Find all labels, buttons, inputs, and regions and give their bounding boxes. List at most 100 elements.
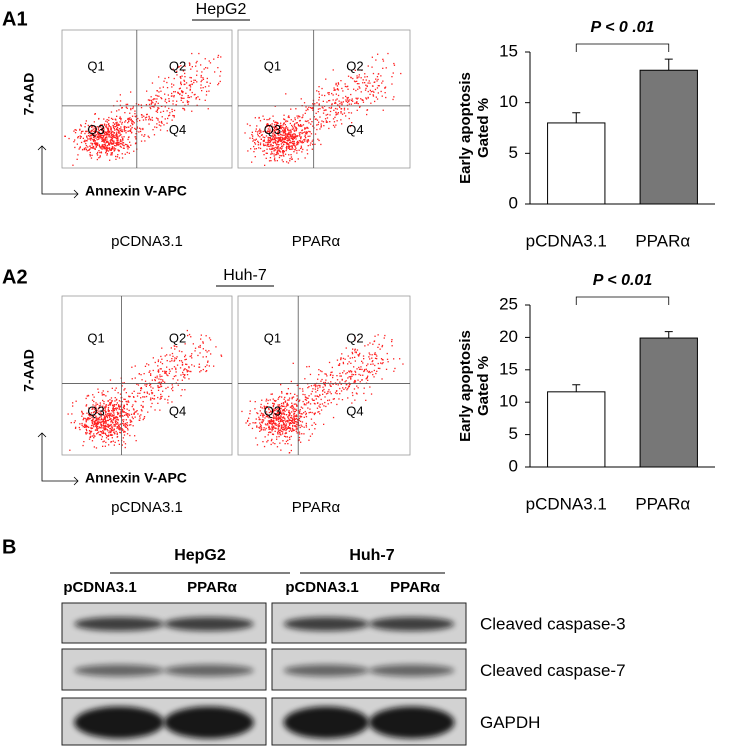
flow-dot — [284, 411, 285, 412]
flow-dot — [105, 134, 106, 135]
flow-dot — [182, 364, 183, 365]
flow-dot — [316, 124, 317, 125]
flow-dot — [117, 402, 118, 403]
flow-dot — [282, 433, 283, 434]
flow-dot — [274, 160, 275, 161]
flow-dot — [287, 405, 288, 406]
flow-dot — [301, 117, 302, 118]
flow-dot — [176, 104, 177, 105]
flow-dot — [307, 140, 308, 141]
flow-dot — [393, 63, 394, 64]
flow-dot — [352, 98, 353, 99]
flow-dot — [367, 109, 368, 110]
flow-dot — [115, 126, 116, 127]
flow-dot — [245, 422, 246, 423]
flow-dot — [307, 398, 308, 399]
flow-dot — [110, 143, 111, 144]
flow-dot — [156, 101, 157, 102]
flow-dot — [85, 123, 86, 124]
flow-dot — [115, 159, 116, 160]
flow-dot — [93, 426, 94, 427]
flow-dot — [151, 103, 152, 104]
flow-dot — [103, 394, 104, 395]
flow-dot — [341, 375, 342, 376]
flow-dot — [158, 361, 159, 362]
flow-dot — [199, 352, 200, 353]
flow-dot — [344, 108, 345, 109]
flow-dot — [166, 123, 167, 124]
flow-dot — [117, 127, 118, 128]
flow-dot — [324, 110, 325, 111]
flow-dot — [143, 401, 144, 402]
flow-dot — [122, 409, 123, 410]
flow-dot — [372, 361, 373, 362]
flow-dot — [134, 391, 135, 392]
flow-dot — [104, 441, 105, 442]
flow-dot — [102, 400, 103, 401]
flow-dot — [372, 363, 373, 364]
flow-dot — [318, 405, 319, 406]
flow-dot — [181, 98, 182, 99]
flow-dot — [111, 420, 112, 421]
flow-dot — [115, 143, 116, 144]
flow-dot — [305, 397, 306, 398]
y-tick-label: 25 — [499, 294, 518, 313]
flow-dot — [347, 377, 348, 378]
flow-dot — [322, 387, 323, 388]
flow-dot — [336, 114, 337, 115]
flow-dot — [301, 407, 302, 408]
flow-dot — [182, 92, 183, 93]
flow-dot — [184, 374, 185, 375]
flow-dot — [275, 142, 276, 143]
flow-dot — [286, 423, 287, 424]
flow-dot — [74, 139, 75, 140]
flow-dot — [193, 343, 194, 344]
flow-dot — [112, 408, 113, 409]
flow-dot — [183, 370, 184, 371]
flow-dot — [345, 115, 346, 116]
flow-dot — [356, 352, 357, 353]
flow-dot — [332, 375, 333, 376]
flow-dot — [113, 410, 114, 411]
flow-dot — [260, 426, 261, 427]
flow-dot — [360, 375, 361, 376]
flow-dot — [85, 131, 86, 132]
flow-dot — [97, 159, 98, 160]
flow-dot — [294, 394, 295, 395]
flow-dot — [193, 82, 194, 83]
flow-dot — [315, 413, 316, 414]
flow-dot — [278, 431, 279, 432]
flow-dot — [260, 130, 261, 131]
flow-dot — [207, 351, 208, 352]
blot-band — [369, 665, 454, 677]
flow-dot — [142, 406, 143, 407]
flow-dot — [91, 425, 92, 426]
flow-dot — [348, 371, 349, 372]
flow-dot — [358, 374, 359, 375]
flow-dot — [107, 429, 108, 430]
flow-dot — [103, 118, 104, 119]
flow-dot — [127, 139, 128, 140]
flow-dot — [266, 400, 267, 401]
flow-dot — [356, 386, 357, 387]
flow-dot — [341, 108, 342, 109]
flow-dot — [157, 112, 158, 113]
flow-dot — [220, 56, 221, 57]
flow-dot — [318, 124, 319, 125]
flow-dot — [111, 434, 112, 435]
flow-dot — [284, 436, 285, 437]
flow-dot — [124, 126, 125, 127]
flow-dot — [278, 397, 279, 398]
quadrant-label: Q4 — [169, 122, 186, 137]
flow-dot — [191, 96, 192, 97]
flow-dot — [184, 84, 185, 85]
flow-dot — [182, 380, 183, 381]
flow-dot — [312, 412, 313, 413]
flow-dot — [109, 160, 110, 161]
blot-band — [164, 665, 254, 677]
flow-dot — [169, 101, 170, 102]
flow-dot — [269, 160, 270, 161]
significance-bracket — [576, 297, 669, 305]
flow-dot — [295, 161, 296, 162]
flow-dot — [337, 98, 338, 99]
